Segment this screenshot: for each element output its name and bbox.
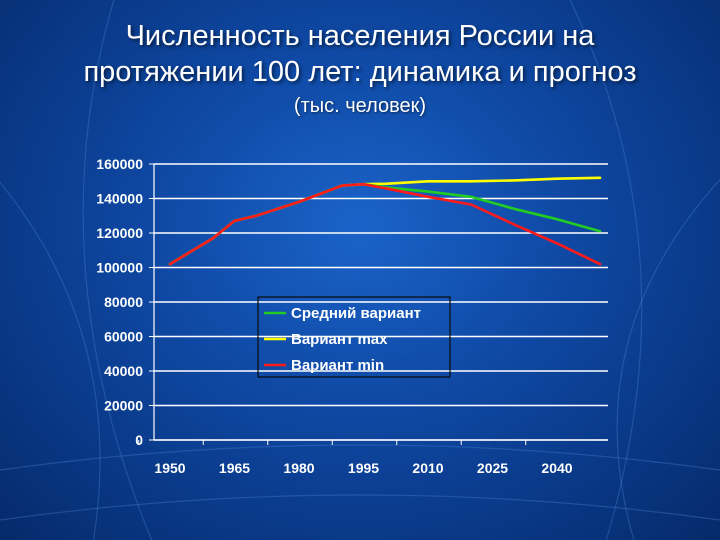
legend: Средний вариант Вариант max Вариант min — [257, 296, 451, 378]
y-tick-label: 160000 — [96, 156, 143, 172]
y-tick-label: 140000 — [96, 191, 143, 207]
gridlines — [154, 163, 608, 441]
x-tick-labels: 1950 1965 1980 1995 2010 2025 2040 — [154, 460, 572, 476]
title-line-1: Численность населения России на — [125, 20, 595, 52]
title-line-2: протяжении 100 лет: динамика и прогноз — [83, 56, 637, 88]
x-tick-label: 2025 — [477, 460, 508, 476]
legend-label: Средний вариант — [291, 305, 421, 322]
x-tick-label: 1965 — [219, 460, 250, 476]
axes — [138, 163, 608, 445]
chart-title: Численность населения России на протяжен… — [0, 18, 720, 90]
x-tick-label: 2010 — [412, 460, 443, 476]
series-line-0 — [168, 182, 602, 266]
legend-box — [257, 296, 451, 378]
x-tick-label: 1950 — [154, 460, 185, 476]
legend-label: Вариант min — [291, 357, 384, 374]
y-tick-label: 40000 — [104, 363, 143, 379]
y-tick-label: 0 — [135, 432, 143, 448]
series-line-2 — [168, 182, 602, 266]
chart-subtitle: (тыс. человек) — [293, 95, 427, 117]
y-tick-label: 60000 — [104, 329, 143, 345]
x-tick-label: 1980 — [283, 460, 314, 476]
x-tick-label: 2040 — [541, 460, 572, 476]
y-tick-label: 80000 — [104, 294, 143, 310]
legend-label: Вариант max — [291, 331, 388, 348]
y-tick-label: 20000 — [104, 398, 143, 414]
x-tick-label: 1995 — [348, 460, 379, 476]
y-tick-label: 120000 — [96, 225, 143, 241]
y-tick-labels: 0 20000 40000 60000 80000 100000 120000 140000 1… — [96, 156, 143, 448]
y-tick-label: 100000 — [96, 260, 143, 276]
series-lines — [168, 176, 602, 266]
